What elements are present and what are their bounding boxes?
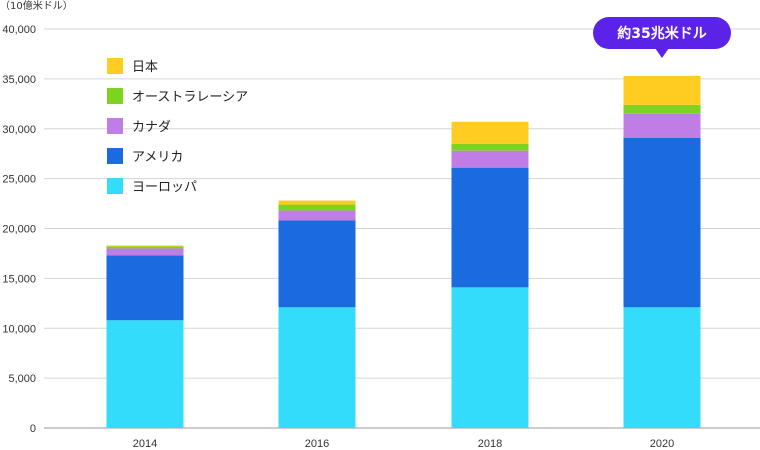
y-tick-label: 5,000 <box>8 373 36 385</box>
bar-segment <box>278 220 356 308</box>
callout-pointer <box>655 48 669 58</box>
legend-label: アメリカ <box>132 150 183 165</box>
legend-swatch <box>107 58 123 74</box>
bar-segment <box>106 246 184 249</box>
bar-segment <box>623 75 701 105</box>
legend-label: オーストラレーシア <box>132 90 248 105</box>
bar-segment <box>106 248 184 256</box>
legend-item: オーストラレーシア <box>107 88 248 105</box>
x-tick-label: 2014 <box>133 438 157 450</box>
y-tick-label: 40,000 <box>2 24 36 36</box>
y-tick-label: 15,000 <box>2 273 36 285</box>
total-callout: 約35兆米ドル <box>593 17 731 58</box>
callout-bubble <box>593 17 731 49</box>
legend-item: 日本 <box>107 58 158 75</box>
x-axis-ticks: 2014 2016 2018 2020 <box>133 438 674 450</box>
legend-item: アメリカ <box>107 148 183 165</box>
legend-swatch <box>107 88 123 104</box>
bar-segment <box>278 204 356 211</box>
bar-segment <box>451 150 529 168</box>
bar-segment <box>451 121 529 144</box>
bar-segment <box>451 167 529 288</box>
x-tick-label: 2018 <box>478 438 502 450</box>
bar-segment <box>106 245 184 247</box>
y-tick-label: 10,000 <box>2 323 36 335</box>
x-tick-label: 2020 <box>650 438 674 450</box>
y-tick-label: 25,000 <box>2 174 36 186</box>
bar-segment <box>106 255 184 321</box>
bar-segment <box>451 287 529 428</box>
legend-item: ヨーロッパ <box>107 178 197 195</box>
y-axis-ticks: 0 5,000 10,000 15,000 20,000 25,000 30,000 35,0… <box>2 24 36 435</box>
legend-label: ヨーロッパ <box>132 180 197 195</box>
bar-segment <box>623 307 701 428</box>
x-tick-label: 2016 <box>305 438 329 450</box>
legend-label: 日本 <box>132 60 158 75</box>
bars <box>106 75 701 428</box>
bar-segment <box>278 307 356 428</box>
y-tick-label: 35,000 <box>2 74 36 86</box>
bar-segment <box>106 320 184 428</box>
y-axis-unit-label: （10億米ドル） <box>0 0 73 12</box>
bar-segment <box>278 200 356 205</box>
legend-swatch <box>107 118 123 134</box>
bar-segment <box>623 104 701 114</box>
bar-segment <box>278 210 356 221</box>
legend-item: カナダ <box>107 118 171 135</box>
legend-swatch <box>107 148 123 164</box>
bar-segment <box>623 137 701 308</box>
y-tick-label: 30,000 <box>2 124 36 136</box>
legend-label: カナダ <box>132 120 171 135</box>
y-tick-label: 0 <box>30 423 36 435</box>
legend-swatch <box>107 178 123 194</box>
callout-label: 約35兆米ドル <box>617 25 706 42</box>
bar-segment <box>623 113 701 138</box>
y-tick-label: 20,000 <box>2 224 36 236</box>
bar-segment <box>451 143 529 151</box>
